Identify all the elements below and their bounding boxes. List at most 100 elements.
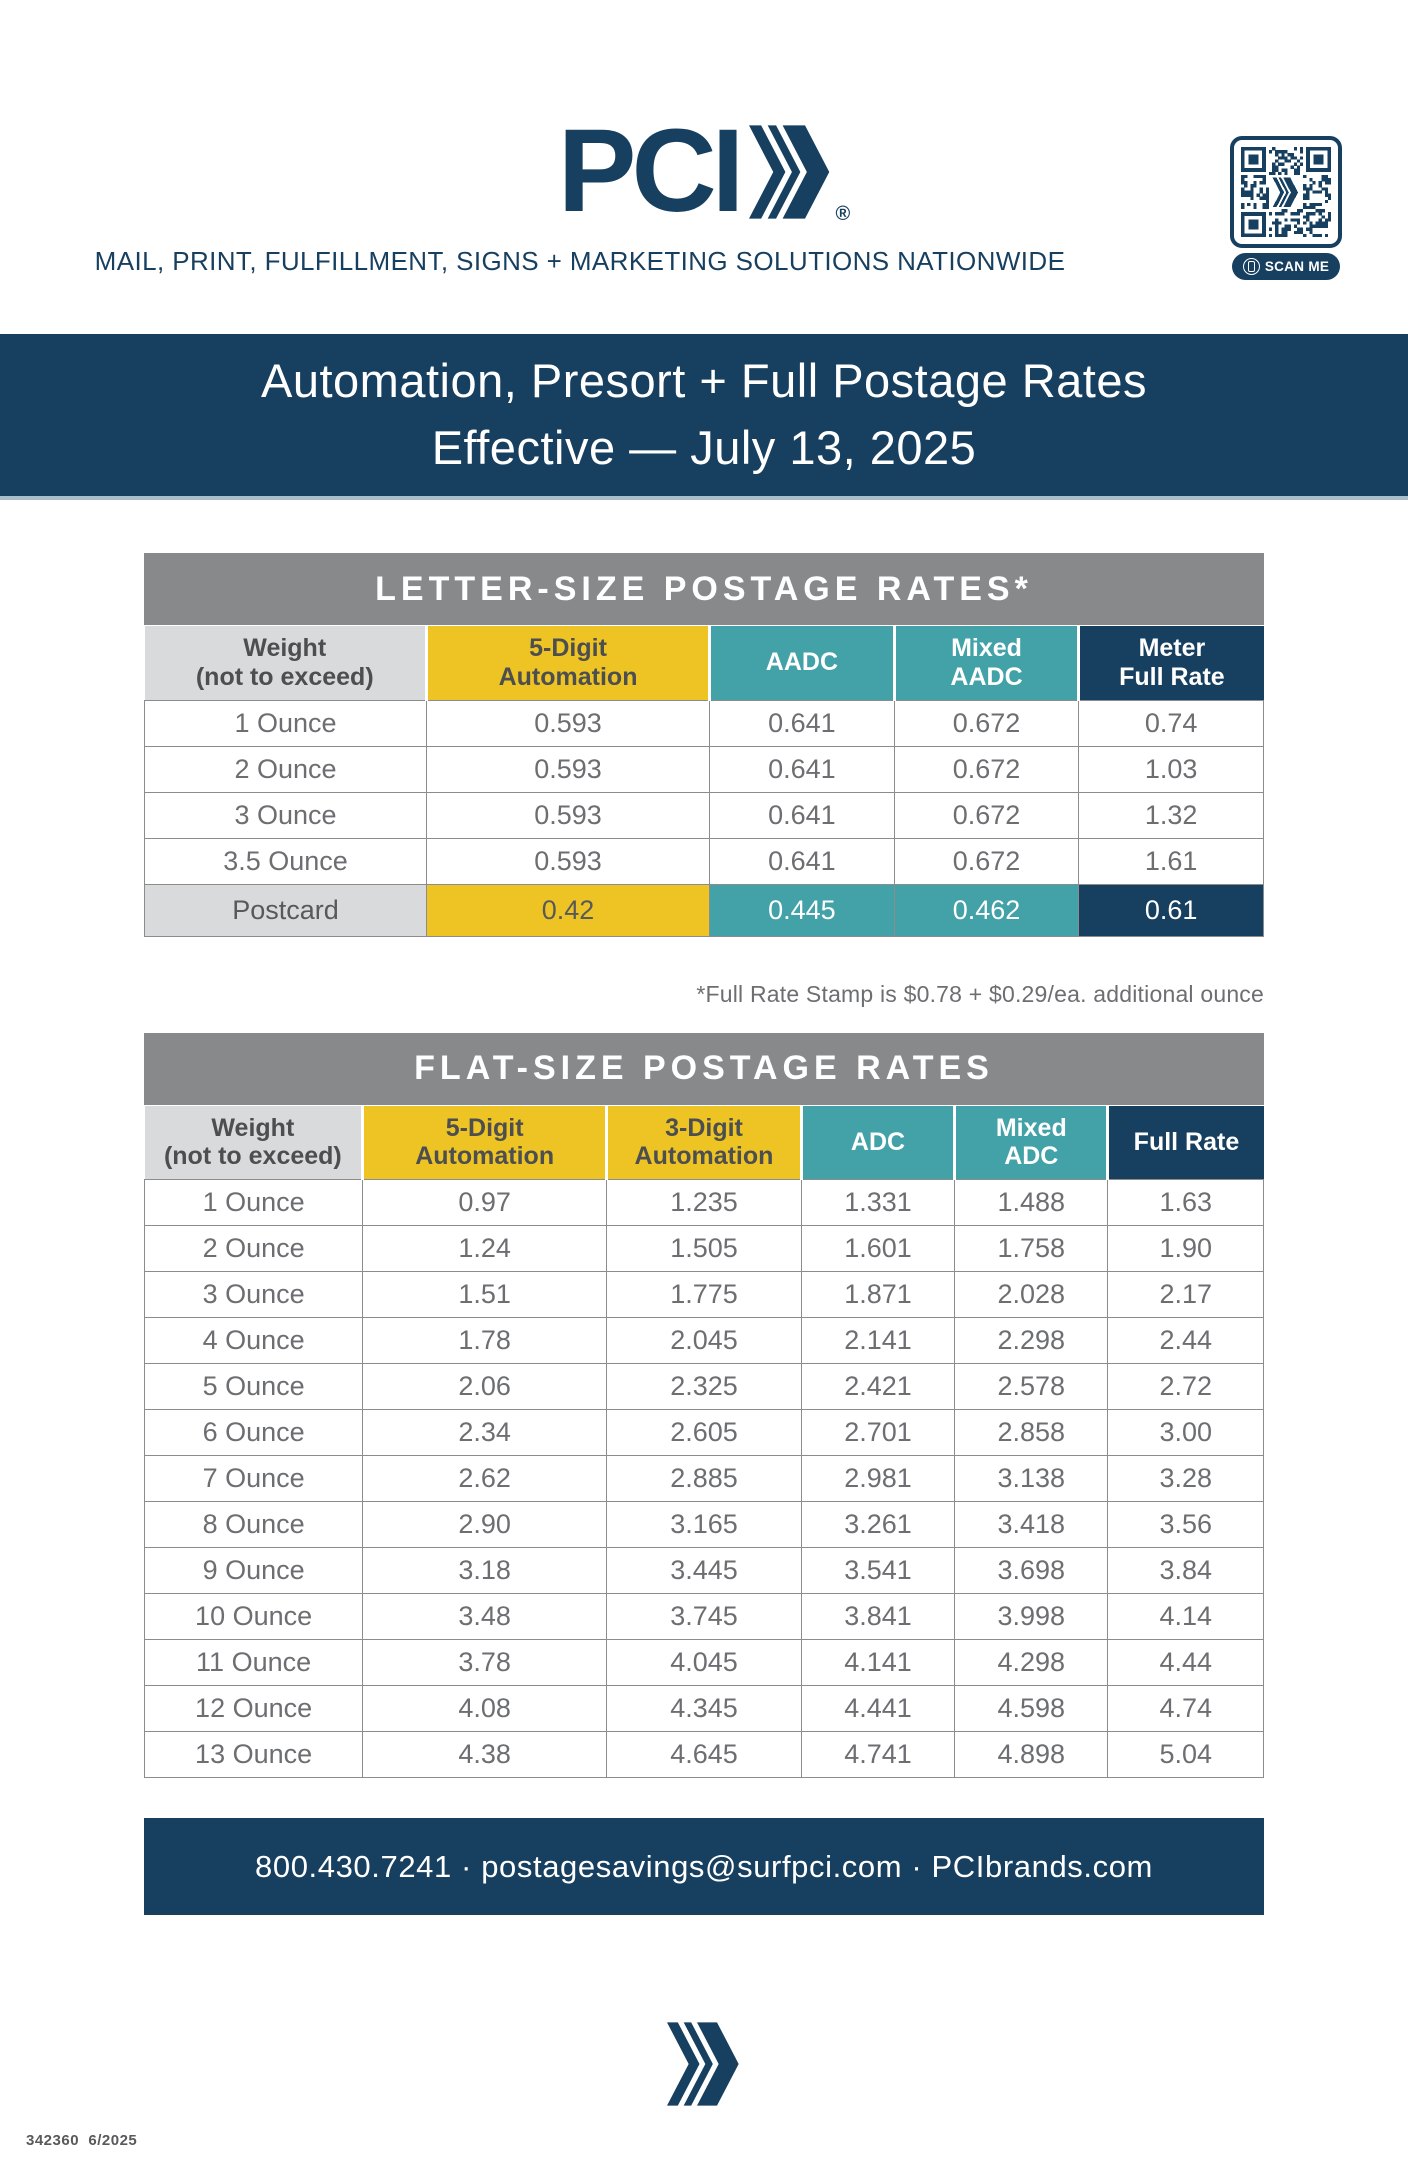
rate-cell: 1.758 — [954, 1225, 1109, 1272]
rate-cell: 4.741 — [800, 1731, 956, 1778]
rate-cell: 1.331 — [800, 1179, 956, 1226]
column-header: 5-Digit Automation — [424, 626, 710, 700]
weight-cell: 2 Ounce — [144, 745, 427, 793]
rate-cell: 3.00 — [1107, 1409, 1264, 1456]
table-row: 4 Ounce 1.78 2.045 2.141 2.298 2.44 — [143, 1317, 1264, 1364]
rate-cell: 3.78 — [362, 1639, 608, 1686]
rate-cell: 3.418 — [954, 1501, 1109, 1548]
flat-size-section: FLAT-SIZE POSTAGE RATES Weight (not to ex… — [143, 1032, 1264, 1778]
rate-cell: 3.165 — [606, 1501, 802, 1548]
rate-cell: 0.641 — [709, 837, 895, 885]
rate-cell: 0.61 — [1078, 883, 1264, 937]
rate-cell: 2.028 — [954, 1271, 1109, 1318]
weight-cell: 9 Ounce — [143, 1547, 364, 1594]
rate-cell: 1.51 — [362, 1271, 608, 1318]
rate-cell: 2.858 — [954, 1409, 1109, 1456]
table-row: 3 Ounce 1.51 1.775 1.871 2.028 2.17 — [143, 1271, 1264, 1318]
rate-cell: 3.445 — [606, 1547, 802, 1594]
weight-cell: 8 Ounce — [143, 1501, 364, 1548]
contact-bar: 800.430.7241 · postagesavings@surfpci.co… — [144, 1818, 1264, 1915]
column-header: ADC — [799, 1105, 955, 1180]
weight-cell: 3.5 Ounce — [144, 837, 427, 885]
rate-cell: 4.74 — [1107, 1685, 1264, 1732]
rate-cell: 2.421 — [800, 1363, 956, 1410]
rate-cell: 0.593 — [425, 791, 711, 839]
rate-cell: 1.601 — [800, 1225, 956, 1272]
banner-line-2: Effective — July 13, 2025 — [431, 421, 977, 474]
table-row: 7 Ounce 2.62 2.885 2.981 3.138 3.28 — [143, 1455, 1264, 1502]
rate-cell: 3.541 — [800, 1547, 956, 1594]
rate-cell: 1.775 — [606, 1271, 802, 1318]
rate-cell: 0.641 — [709, 791, 895, 839]
table-row: 2 Ounce 1.24 1.505 1.601 1.758 1.90 — [143, 1225, 1264, 1272]
rate-cell: 1.32 — [1078, 791, 1264, 839]
rate-cell: 4.645 — [606, 1731, 802, 1778]
rate-cell: 3.56 — [1107, 1501, 1264, 1548]
content: LETTER-SIZE POSTAGE RATES* Weight (not to… — [143, 553, 1264, 1915]
column-header: Weight (not to exceed) — [144, 626, 427, 700]
weight-cell: 11 Ounce — [143, 1639, 364, 1686]
rate-cell: 0.672 — [893, 837, 1080, 885]
rate-cell: 2.44 — [1107, 1317, 1264, 1364]
flat-size-rates-table: Weight (not to exceed) 5-Digit Automation 3-… — [143, 1105, 1264, 1778]
weight-cell: 10 Ounce — [143, 1593, 364, 1640]
table-row: 6 Ounce 2.34 2.605 2.701 2.858 3.00 — [143, 1409, 1264, 1456]
rate-cell: 1.505 — [606, 1225, 802, 1272]
rate-cell: 0.593 — [425, 837, 711, 885]
rate-cell: 4.38 — [362, 1731, 608, 1778]
rate-cell: 0.74 — [1078, 699, 1264, 747]
letter-size-section: LETTER-SIZE POSTAGE RATES* Weight (not to… — [144, 553, 1264, 1008]
rate-cell: 4.141 — [800, 1639, 956, 1686]
rate-cell: 3.138 — [954, 1455, 1109, 1502]
rate-cell: 0.672 — [893, 699, 1080, 747]
rate-cell: 1.63 — [1107, 1179, 1264, 1226]
rate-cell: 2.298 — [954, 1317, 1109, 1364]
rate-cell: 2.17 — [1107, 1271, 1264, 1318]
weight-cell: 7 Ounce — [143, 1455, 364, 1502]
table-row: 8 Ounce 2.90 3.165 3.261 3.418 3.56 — [143, 1501, 1264, 1548]
rate-cell: 2.141 — [800, 1317, 956, 1364]
column-header: Mixed AADC — [892, 626, 1079, 700]
table-row: 2 Ounce 0.593 0.641 0.672 1.03 — [144, 745, 1264, 793]
rate-cell: 3.28 — [1107, 1455, 1264, 1502]
rate-cell: 1.90 — [1107, 1225, 1264, 1272]
rate-cell: 0.641 — [709, 745, 895, 793]
rate-cell: 2.06 — [362, 1363, 608, 1410]
column-header: Meter Full Rate — [1077, 626, 1264, 700]
column-header: 3-Digit Automation — [605, 1105, 802, 1180]
table-row: 5 Ounce 2.06 2.325 2.421 2.578 2.72 — [143, 1363, 1264, 1410]
rate-cell: 4.08 — [362, 1685, 608, 1732]
rate-cell: 1.871 — [800, 1271, 956, 1318]
weight-cell: 13 Ounce — [143, 1731, 364, 1778]
rate-cell: 4.441 — [800, 1685, 956, 1732]
rate-cell: 3.261 — [800, 1501, 956, 1548]
banner-line-1: Automation, Presort + Full Postage Rates — [260, 354, 1147, 408]
pci-chevron-icon — [749, 125, 830, 219]
weight-cell: 6 Ounce — [143, 1409, 364, 1456]
rate-cell: 5.04 — [1107, 1731, 1264, 1778]
weight-cell: Postcard — [144, 883, 427, 937]
rate-cell: 1.235 — [606, 1179, 802, 1226]
column-header: Mixed ADC — [953, 1105, 1108, 1180]
rate-cell: 3.48 — [362, 1593, 608, 1640]
rate-cell: 0.672 — [893, 791, 1080, 839]
rate-cell: 3.18 — [362, 1547, 608, 1594]
rate-cell: 0.42 — [425, 883, 711, 937]
rate-cell: 4.298 — [954, 1639, 1109, 1686]
full-rate-footnote: *Full Rate Stamp is $0.78 + $0.29/ea. ad… — [696, 980, 1264, 1007]
title-banner: Automation, Presort + Full Postage Rates… — [0, 334, 1408, 500]
rate-cell: 0.672 — [893, 745, 1080, 793]
registered-trademark: ® — [835, 202, 851, 225]
letter-size-rates-table: Weight (not to exceed) 5-Digit Automation AA… — [144, 626, 1264, 937]
rate-cell: 2.701 — [800, 1409, 956, 1456]
table-row: 11 Ounce 3.78 4.045 4.141 4.298 4.44 — [143, 1639, 1264, 1686]
rate-cell: 2.34 — [362, 1409, 608, 1456]
rate-cell: 2.605 — [606, 1409, 802, 1456]
weight-cell: 3 Ounce — [143, 1271, 364, 1318]
flat-table-title: FLAT-SIZE POSTAGE RATES — [144, 1032, 1264, 1105]
weight-cell: 1 Ounce — [144, 699, 427, 747]
weight-cell: 1 Ounce — [143, 1179, 364, 1226]
table-row: 1 Ounce 0.97 1.235 1.331 1.488 1.63 — [143, 1179, 1264, 1226]
table-row: 13 Ounce 4.38 4.645 4.741 4.898 5.04 — [143, 1731, 1264, 1778]
rate-cell: 4.44 — [1107, 1639, 1264, 1686]
